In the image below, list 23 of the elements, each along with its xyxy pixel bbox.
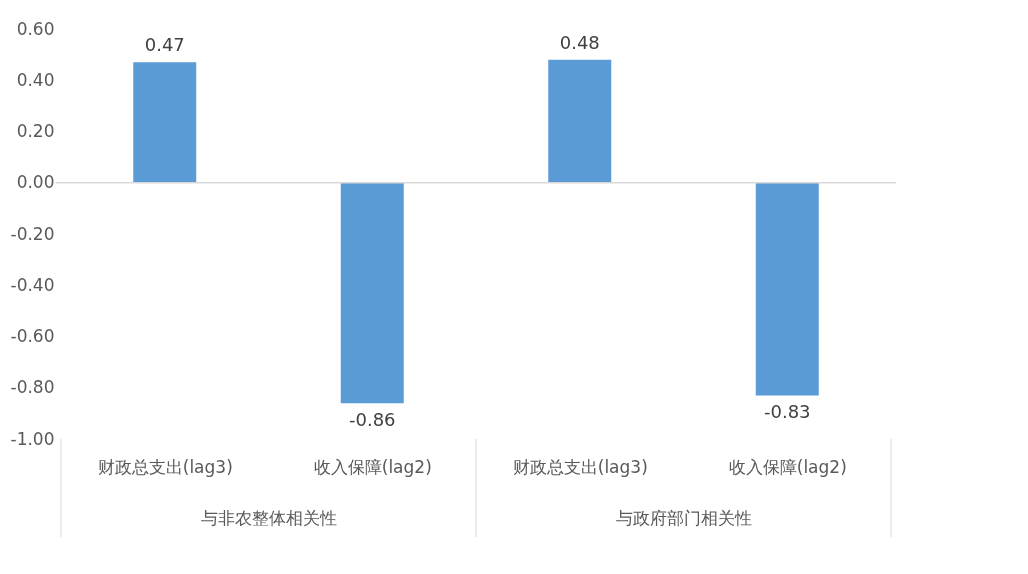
data-label: 0.47 bbox=[144, 34, 185, 56]
bar bbox=[133, 62, 197, 183]
y-tick-label: -0.40 bbox=[10, 274, 55, 295]
data-label: -0.86 bbox=[348, 409, 396, 431]
y-tick-label: -1.00 bbox=[10, 428, 55, 449]
y-tick-label: -0.60 bbox=[10, 326, 55, 346]
text: 与政府部门相关性 bbox=[615, 508, 752, 528]
y-tick-label: -0.20 bbox=[10, 223, 55, 244]
bar bbox=[340, 182, 404, 404]
bar bbox=[548, 59, 612, 183]
x-tick-label: 财政总支出(lag3) bbox=[512, 456, 648, 477]
x-tick-label: 收入保障(lag2) bbox=[728, 456, 847, 477]
x-tick-label: 财政总支出(lag3) bbox=[97, 456, 233, 477]
data-label: -0.83 bbox=[763, 401, 811, 423]
text: 与非农整体相关性 bbox=[200, 508, 337, 528]
data-label: 0.48 bbox=[559, 31, 600, 53]
x-tick-label: 收入保障(lag2) bbox=[313, 456, 432, 477]
y-tick-label: 0.60 bbox=[16, 18, 55, 39]
y-tick-label: -0.80 bbox=[10, 377, 55, 398]
y-tick-label: 0.00 bbox=[16, 172, 55, 193]
bar bbox=[755, 182, 819, 396]
y-tick-label: 0.40 bbox=[16, 69, 55, 90]
y-tick-label: 0.20 bbox=[16, 121, 55, 141]
